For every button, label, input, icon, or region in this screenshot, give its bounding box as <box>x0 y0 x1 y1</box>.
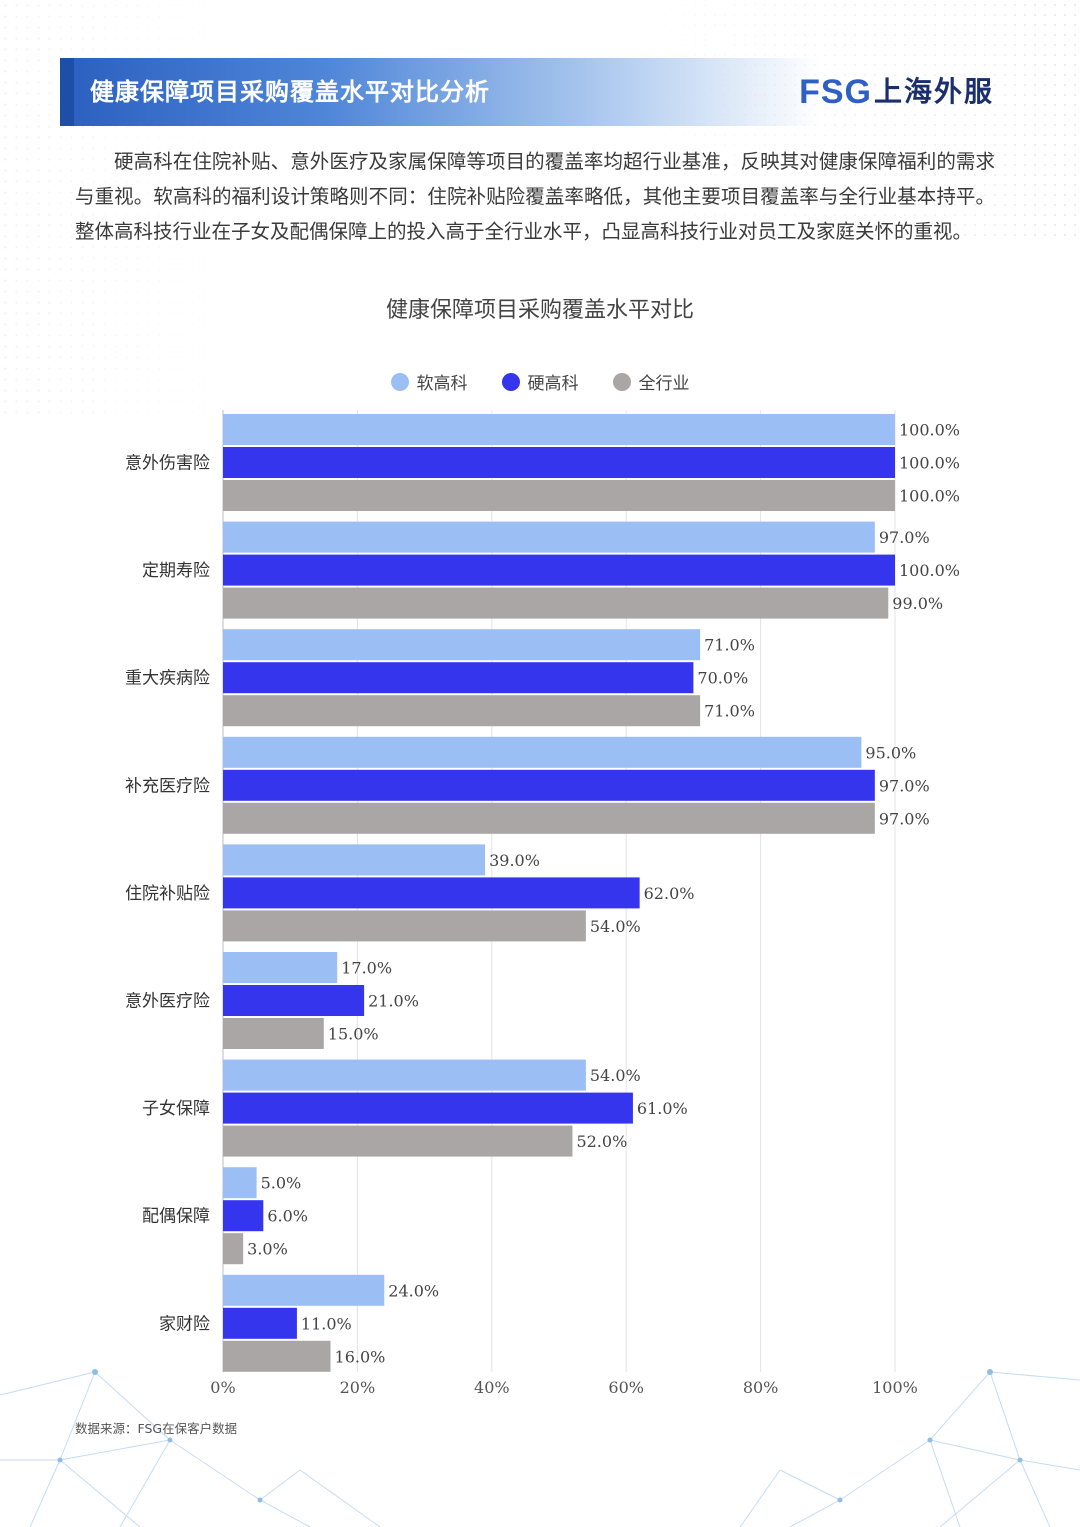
bar <box>223 695 701 727</box>
data-label: 100.0% <box>899 487 960 506</box>
data-label: 71.0% <box>704 636 755 655</box>
data-label: 71.0% <box>704 702 755 721</box>
data-label: 16.0% <box>335 1347 386 1366</box>
data-source-note: 数据来源：FSG在保客户数据 <box>75 1421 238 1436</box>
data-label: 17.0% <box>341 959 392 978</box>
bar <box>223 587 889 619</box>
x-tick-label: 20% <box>340 1378 376 1397</box>
data-label: 21.0% <box>368 992 419 1011</box>
x-tick-label: 60% <box>608 1378 644 1397</box>
category-label: 子女保障 <box>142 1099 210 1119</box>
header-banner <box>60 58 820 126</box>
data-label: 54.0% <box>590 917 641 936</box>
data-label: 54.0% <box>590 1066 641 1085</box>
legend-dot-hard <box>501 372 520 391</box>
bar-chart: 0% 20% 40% 60% 80% 100% 100.0% 100.0% 100.0% 意外伤害… <box>125 410 960 1397</box>
bar <box>223 802 875 834</box>
data-label: 100.0% <box>899 421 960 440</box>
data-label: 97.0% <box>879 809 930 828</box>
data-label: 62.0% <box>644 884 695 903</box>
chart-legend: 软高科 硬高科 全行业 <box>0 369 1080 394</box>
bar <box>223 1092 633 1124</box>
data-label: 6.0% <box>267 1207 308 1226</box>
logo-text: 上海外服 <box>873 75 994 108</box>
data-label: 100.0% <box>899 561 960 580</box>
data-label: 95.0% <box>865 743 916 762</box>
header-accent-bar <box>60 58 74 126</box>
legend-label-all: 全行业 <box>638 374 690 394</box>
x-tick-label: 40% <box>474 1378 510 1397</box>
category-label: 家财险 <box>159 1314 210 1334</box>
data-label: 61.0% <box>637 1099 688 1118</box>
bar <box>223 1125 573 1157</box>
data-label: 39.0% <box>489 851 540 870</box>
data-label: 3.0% <box>247 1240 288 1259</box>
bar <box>223 1307 297 1339</box>
bar <box>223 662 694 694</box>
fsg-logo: FSG 上海外服 <box>799 70 994 114</box>
bar <box>223 769 875 801</box>
bar <box>223 985 365 1016</box>
data-label: 97.0% <box>879 776 930 795</box>
data-label: 100.0% <box>899 454 960 473</box>
legend-label-hard: 硬高科 <box>527 374 579 394</box>
data-label: 5.0% <box>261 1174 302 1193</box>
data-label: 99.0% <box>892 594 943 613</box>
logo-mark: FSG <box>799 73 872 111</box>
chart-title: 健康保障项目采购覆盖水平对比 <box>385 298 694 323</box>
x-tick-label: 80% <box>743 1378 779 1397</box>
bar <box>223 910 586 942</box>
data-label: 11.0% <box>301 1314 352 1333</box>
legend-dot-all <box>612 372 631 391</box>
bar <box>223 736 862 768</box>
category-label: 补充医疗险 <box>125 776 210 796</box>
bar <box>223 1274 385 1306</box>
bar <box>223 1059 586 1091</box>
intro-paragraph: 硬高科在住院补贴、意外医疗及家属保障等项目的覆盖率均超行业基准，反映其对健康保障… <box>75 150 995 243</box>
bar <box>223 1200 264 1232</box>
legend-item-hard: 硬高科 <box>501 369 579 394</box>
bar <box>223 1167 257 1199</box>
legend-dot-soft <box>390 372 409 391</box>
bar <box>223 952 338 983</box>
bar <box>223 521 875 553</box>
bar <box>223 1233 244 1265</box>
category-label: 配偶保障 <box>142 1207 210 1227</box>
data-label: 70.0% <box>697 669 748 688</box>
bar <box>223 629 701 661</box>
data-label: 97.0% <box>879 528 930 547</box>
x-tick-label: 100% <box>872 1378 918 1397</box>
bar <box>223 877 640 909</box>
category-label: 重大疾病险 <box>125 669 210 689</box>
category-label: 意外伤害险 <box>125 454 210 474</box>
data-label: 15.0% <box>328 1025 379 1044</box>
bar <box>223 447 895 478</box>
x-tick-label: 0% <box>210 1378 235 1397</box>
data-label: 52.0% <box>576 1132 627 1151</box>
category-label: 住院补贴险 <box>125 884 210 904</box>
legend-item-soft: 软高科 <box>390 369 468 394</box>
data-label: 24.0% <box>388 1281 439 1300</box>
bar <box>223 1018 324 1049</box>
category-label: 意外医疗险 <box>125 992 210 1012</box>
legend-item-all: 全行业 <box>612 369 690 394</box>
category-label: 定期寿险 <box>142 561 210 581</box>
bar <box>223 414 895 445</box>
page-title: 健康保障项目采购覆盖水平对比分析 <box>90 78 490 106</box>
bar <box>223 844 486 876</box>
legend-label-soft: 软高科 <box>416 374 468 394</box>
bar <box>223 480 895 511</box>
bar <box>223 554 895 586</box>
bar <box>223 1340 331 1372</box>
